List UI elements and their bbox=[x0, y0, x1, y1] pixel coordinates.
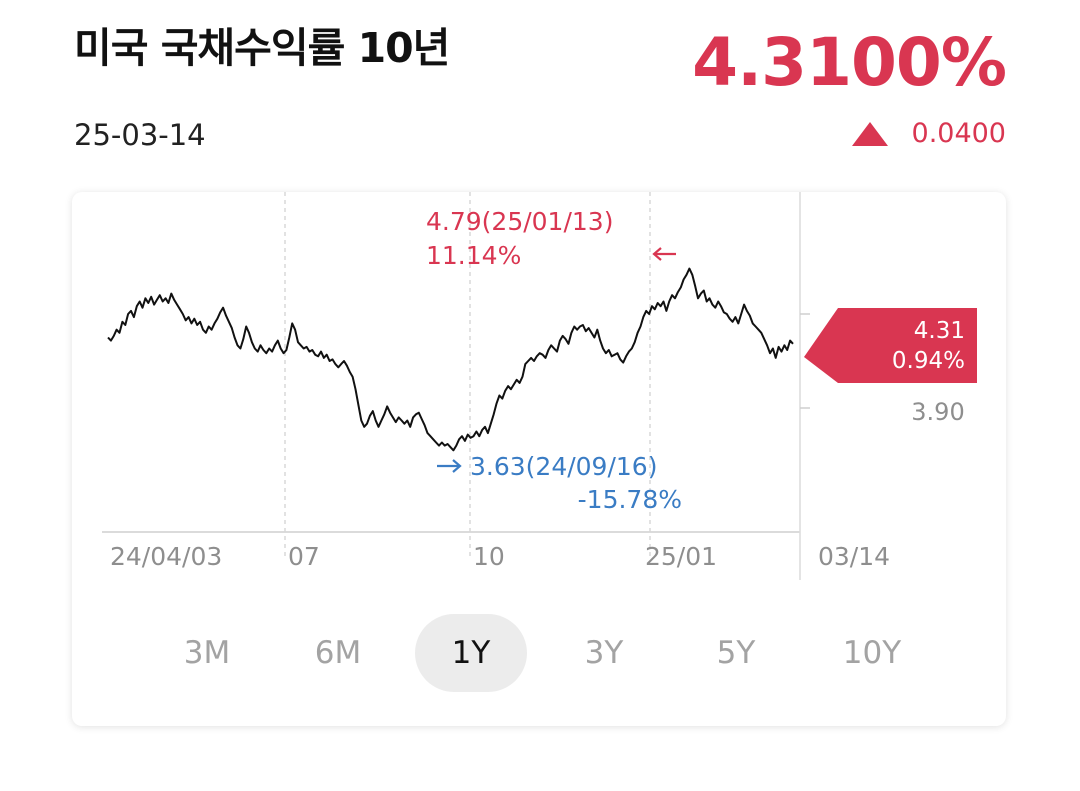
low-change-label: -15.78% bbox=[578, 485, 682, 514]
low-annotation: 3.63(24/09/16) -15.78% bbox=[437, 452, 682, 514]
x-end-label: 03/14 bbox=[818, 542, 890, 571]
current-change-label: 0.94% bbox=[892, 348, 965, 374]
yield-change-value: 0.0400 bbox=[911, 118, 1006, 149]
x-tick-label: 25/01 bbox=[645, 542, 717, 571]
current-value-label: 4.31 bbox=[914, 318, 965, 344]
arrow-left-icon bbox=[652, 247, 676, 261]
period-tab-5y[interactable]: 5Y bbox=[716, 635, 756, 671]
yield-change: 0.0400 bbox=[851, 118, 1006, 149]
x-tick-label: 10 bbox=[473, 542, 505, 571]
chart-card bbox=[72, 192, 1006, 726]
triangle-up-icon bbox=[851, 121, 888, 146]
period-tab-1y[interactable]: 1Y bbox=[415, 614, 527, 692]
high-value-label: 4.79(25/01/13) bbox=[426, 207, 613, 236]
low-value-label: 3.63(24/09/16) bbox=[470, 452, 657, 481]
quote-date: 25-03-14 bbox=[74, 118, 206, 152]
page-title: 미국 국채수익률 10년 bbox=[74, 24, 450, 72]
current-yield: 4.3100% bbox=[692, 24, 1007, 101]
x-tick-label: 07 bbox=[288, 542, 320, 571]
period-tab-3y[interactable]: 3Y bbox=[584, 635, 624, 671]
chart-grid bbox=[102, 192, 810, 580]
period-tab-3m[interactable]: 3M bbox=[183, 635, 231, 671]
high-annotation: 4.79(25/01/13) 11.14% bbox=[426, 207, 676, 270]
arrow-right-icon bbox=[437, 459, 462, 473]
current-value-tag: 4.31 0.94% bbox=[804, 308, 977, 383]
high-change-label: 11.14% bbox=[426, 241, 521, 270]
period-tab-6m[interactable]: 6M bbox=[314, 635, 362, 671]
y-tick-label: 3.90 bbox=[911, 398, 964, 426]
x-tick-label: 24/04/03 bbox=[110, 542, 222, 571]
x-axis: 24/04/03 07 10 25/01 03/14 bbox=[110, 542, 890, 571]
yield-line bbox=[107, 267, 794, 452]
period-tab-10y[interactable]: 10Y bbox=[842, 635, 902, 671]
period-selector: 3M 6M 1Y 3Y 5Y 10Y bbox=[0, 614, 1080, 692]
